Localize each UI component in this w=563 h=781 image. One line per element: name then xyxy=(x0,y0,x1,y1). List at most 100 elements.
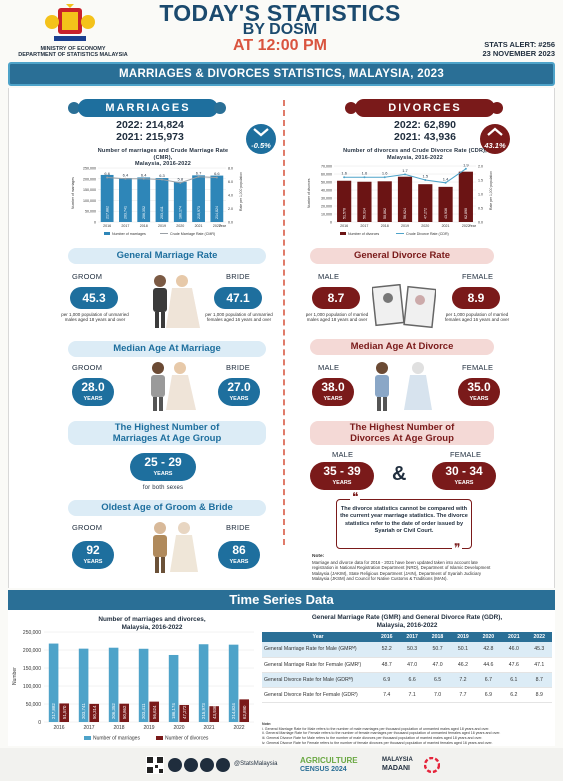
x-tick-label: 2016 xyxy=(53,725,64,731)
x-tick-label: 2018 xyxy=(381,224,389,228)
marriage-bar xyxy=(168,654,179,722)
divorces-2022: 2022: 62,890 xyxy=(394,119,456,131)
table-header-cell: 2019 xyxy=(450,632,476,642)
y-tick-label: 0 xyxy=(330,221,332,225)
divorce-chart-title: Number of divorces and Crude Divorce Rat… xyxy=(340,148,490,161)
table-header-cell: Year xyxy=(262,632,374,642)
legend-label: Number of marriages xyxy=(93,736,140,742)
highest-divorces-title-1: The Highest Number of xyxy=(349,422,455,433)
y-axis-label: Number of divorces xyxy=(307,178,311,208)
both-sexes-label: for both sexes xyxy=(142,485,184,491)
y-tick-label: 50,000 xyxy=(85,210,96,214)
note-body: Marriage and divorce data for 2016 - 202… xyxy=(312,560,491,581)
rate-label: 6.4 xyxy=(141,172,147,177)
female-label-3: FEMALE xyxy=(450,450,482,459)
divorces-dot xyxy=(345,102,357,114)
column-divider xyxy=(283,100,285,545)
instagram-icon[interactable] xyxy=(168,758,182,772)
bar-value-label: 50,314 xyxy=(92,705,97,719)
groom-rate-note: per 1,000 population of unmarried males … xyxy=(61,312,129,323)
bride-median-value: 27.0 xyxy=(227,380,251,394)
table-title: General Marriage Rate (GMR) and General … xyxy=(262,614,552,631)
table-cell: 6.6 xyxy=(399,672,425,688)
table-cell: 44.6 xyxy=(475,657,502,673)
bar xyxy=(173,181,187,222)
x-tick-label: 2017 xyxy=(121,224,129,228)
table-row: General Marriage Rate for Female (GMRᶠ) … xyxy=(262,657,552,673)
table-cell: 47.0 xyxy=(424,657,451,673)
bride-median-age: 27.0 YEARS xyxy=(218,378,260,406)
y-tick-label: 70,000 xyxy=(321,165,332,169)
rate-point xyxy=(106,176,109,179)
x-tick-label: 2020 xyxy=(173,725,184,731)
y-tick-label: 50,000 xyxy=(26,702,42,708)
median-couple-illustration xyxy=(151,362,196,411)
highest-divorces-title-2: Divorces At Age Group xyxy=(350,433,454,444)
table-cell: 48.7 xyxy=(374,657,400,673)
bar-value-label: 56,624 xyxy=(403,208,407,219)
release-time: AT 12:00 PM xyxy=(233,37,327,54)
table-header-cell: 2020 xyxy=(475,632,502,642)
x-tick-label: 2019 xyxy=(158,224,166,228)
rate-point xyxy=(444,181,447,184)
divorce-bar xyxy=(119,703,129,722)
groom-label: GROOM xyxy=(72,272,103,281)
groom-median-value: 28.0 xyxy=(81,380,105,394)
table-cell: General Marriage Rate for Male (GMRᴹ) xyxy=(262,642,374,658)
y2-tick-label: 0.5 xyxy=(478,207,483,211)
rate-label: 1.7 xyxy=(402,168,408,173)
marriages-divorces-chart: 0 50,000 100,000 150,000 200,000 250,000 Numbe… xyxy=(12,630,254,742)
bar-value-label: 206,352 xyxy=(142,206,146,219)
y-tick-label: 30,000 xyxy=(321,197,332,201)
alert-number: STATS ALERT: #256 xyxy=(484,40,555,49)
y2-tick-label: 1.5 xyxy=(478,179,483,183)
x-tick-label: 2020 xyxy=(421,224,429,228)
bar xyxy=(192,175,205,222)
x-icon[interactable] xyxy=(200,758,214,772)
female-divorce-age-group: 30 - 34 YEARS xyxy=(432,462,496,490)
rate-point xyxy=(404,173,406,176)
table-cell: 50.3 xyxy=(399,642,425,658)
divorces-change: 43.1% xyxy=(484,141,506,150)
rate-label: 6.6 xyxy=(104,171,110,176)
rate-label: 1.9 xyxy=(463,162,469,167)
table-header-cell: 2021 xyxy=(501,632,527,642)
bar-value-label: 214,824 xyxy=(231,703,236,719)
quote-open-icon: ❝ xyxy=(350,490,361,504)
marriage-bar xyxy=(228,644,239,722)
rate-point xyxy=(197,175,200,178)
y2-tick-label: 0.0 xyxy=(228,221,233,225)
male-label-2: MALE xyxy=(318,363,340,372)
legend-label: Number of divorces xyxy=(165,736,209,742)
youtube-icon[interactable] xyxy=(216,758,230,772)
agriculture-census-logo: AGRICULTURE CENSUS 2024 xyxy=(290,754,360,776)
table-cell: 6.9 xyxy=(374,672,400,688)
legend-label: Number of divorces xyxy=(348,232,379,236)
y-tick-label: 250,000 xyxy=(83,167,96,171)
legend-label: Number of marriages xyxy=(112,232,146,236)
bar-value-label: 50,862 xyxy=(122,705,127,719)
years-unit: YEARS xyxy=(332,480,352,486)
table-cell: 7.2 xyxy=(450,672,476,688)
divorces-2021: 2021: 43,936 xyxy=(394,131,456,143)
bar-value-label: 203,411 xyxy=(141,703,146,719)
y2-tick-label: 1.0 xyxy=(478,193,483,197)
y-tick-label: 10,000 xyxy=(321,213,332,217)
female-divorce-age-value: 30 - 34 xyxy=(445,464,483,478)
rate-label: 1.6 xyxy=(382,171,388,176)
bar-value-label: 62,890 xyxy=(464,208,468,219)
table-header-cell: 2017 xyxy=(399,632,425,642)
highest-marriages-title-1: The Highest Number of xyxy=(114,422,220,433)
years-unit: YEARS xyxy=(83,559,103,565)
divorce-cdr-chart: 0 10,000 20,000 30,000 40,000 50,000 60,000 70,… xyxy=(307,162,493,236)
x-tick-label: 2017 xyxy=(83,725,94,731)
marriages-change: -0.5% xyxy=(251,141,271,150)
bride-label: BRIDE xyxy=(226,272,250,281)
y2-tick-label: 2.0 xyxy=(228,207,233,211)
facebook-icon[interactable] xyxy=(184,758,198,772)
years-unit: YEARS xyxy=(323,396,343,402)
x-tick-label: 2018 xyxy=(140,224,148,228)
bar xyxy=(155,178,169,222)
divorce-bar xyxy=(209,706,219,722)
